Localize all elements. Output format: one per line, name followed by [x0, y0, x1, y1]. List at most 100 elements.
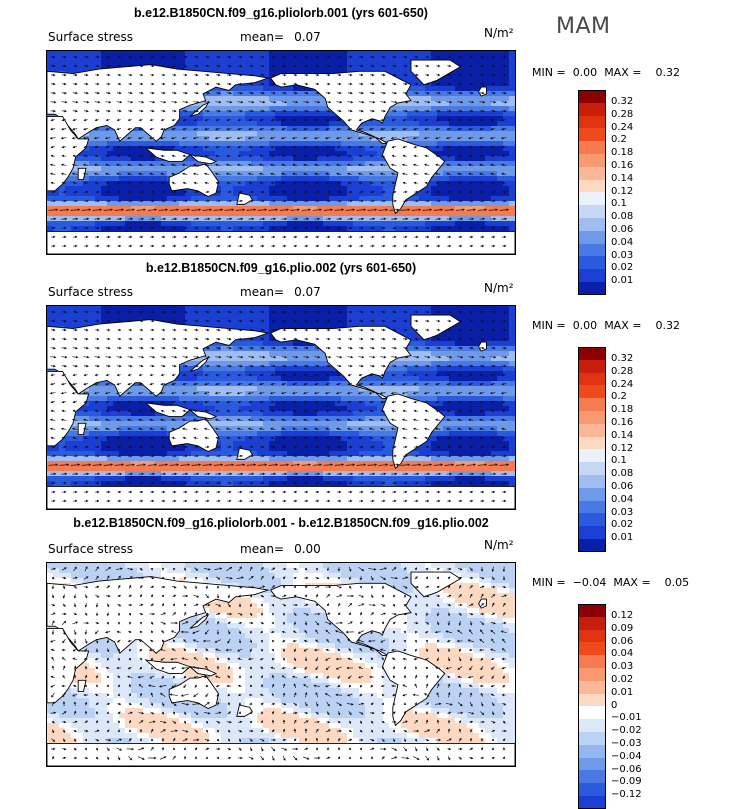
field-cell: [365, 141, 372, 147]
field-cell: [161, 221, 168, 227]
field-cell: [353, 206, 360, 212]
field-cell: [347, 141, 354, 147]
field-cell: [461, 211, 468, 217]
field-cell: [491, 121, 498, 127]
field-cell: [143, 196, 150, 202]
field-cell: [77, 186, 84, 192]
field-cell: [287, 201, 294, 207]
field-cell: [431, 86, 438, 92]
field-cell: [197, 141, 204, 147]
field-cell: [497, 186, 504, 192]
field-cell: [263, 91, 270, 97]
field-cell: [419, 206, 426, 212]
field-cell: [365, 186, 372, 192]
field-cell: [443, 206, 450, 212]
field-cell: [245, 166, 252, 172]
field-cell: [197, 116, 204, 122]
field-cell: [347, 61, 354, 67]
field-cell: [461, 131, 468, 137]
field-cell: [371, 221, 378, 227]
field-cell: [179, 206, 186, 212]
field-cell: [425, 131, 432, 137]
field-cell: [221, 216, 228, 222]
field-cell: [155, 186, 162, 192]
field-cell: [233, 121, 240, 127]
field-cell: [353, 186, 360, 192]
field-cell: [209, 151, 216, 157]
field-cell: [89, 191, 96, 197]
field-cell: [461, 106, 468, 112]
field-cell: [509, 176, 515, 182]
field-cell: [329, 186, 336, 192]
field-cell: [269, 66, 276, 72]
field-cell: [311, 166, 318, 172]
field-cell: [263, 61, 270, 67]
field-cell: [227, 186, 234, 192]
field-cell: [461, 61, 468, 67]
field-cell: [233, 91, 240, 97]
field-cell: [287, 206, 294, 212]
field-cell: [503, 136, 510, 142]
field-cell: [101, 226, 108, 232]
field-cell: [215, 211, 222, 217]
field-cell: [329, 126, 336, 132]
field-cell: [353, 61, 360, 67]
field-cell: [497, 121, 504, 127]
field-cell: [341, 136, 348, 142]
field-cell: [431, 201, 438, 207]
field-cell: [287, 156, 294, 162]
field-cell: [461, 171, 468, 177]
field-cell: [365, 196, 372, 202]
field-cell: [233, 96, 240, 102]
field-cell: [299, 211, 306, 217]
field-cell: [131, 166, 138, 172]
field-cell: [365, 156, 372, 162]
field-cell: [59, 51, 66, 57]
field-cell: [233, 226, 240, 232]
field-cell: [143, 201, 150, 207]
field-cell: [353, 191, 360, 197]
field-cell: [467, 111, 474, 117]
field-cell: [77, 66, 84, 72]
field-cell: [71, 176, 78, 182]
field-cell: [53, 51, 60, 57]
field-cell: [473, 211, 480, 217]
field-cell: [233, 181, 240, 187]
field-cell: [95, 201, 102, 207]
field-cell: [341, 196, 348, 202]
field-cell: [287, 226, 294, 232]
field-cell: [509, 226, 515, 232]
field-cell: [461, 186, 468, 192]
field-cell: [341, 226, 348, 232]
field-cell: [509, 106, 515, 112]
field-cell: [353, 226, 360, 232]
field-cell: [209, 141, 216, 147]
field-cell: [485, 51, 492, 57]
field-cell: [143, 176, 150, 182]
field-cell: [485, 156, 492, 162]
field-cell: [65, 181, 72, 187]
field-cell: [287, 151, 294, 157]
field-cell: [209, 61, 216, 67]
field-cell: [461, 111, 468, 117]
field-cell: [503, 121, 510, 127]
field-cell: [473, 71, 480, 77]
field-cell: [347, 166, 354, 172]
field-cell: [83, 201, 90, 207]
field-cell: [443, 91, 450, 97]
field-cell: [509, 161, 515, 167]
field-cell: [371, 211, 378, 217]
field-cell: [425, 51, 432, 57]
field-cell: [113, 166, 120, 172]
field-cell: [305, 111, 312, 117]
field-cell: [251, 176, 258, 182]
field-cell: [473, 76, 480, 82]
field-cell: [209, 221, 216, 227]
field-cell: [485, 96, 492, 102]
field-cell: [311, 111, 318, 117]
field-cell: [245, 121, 252, 127]
field-cell: [365, 216, 372, 222]
field-cell: [245, 51, 252, 57]
field-cell: [161, 186, 168, 192]
field-cell: [311, 96, 318, 102]
